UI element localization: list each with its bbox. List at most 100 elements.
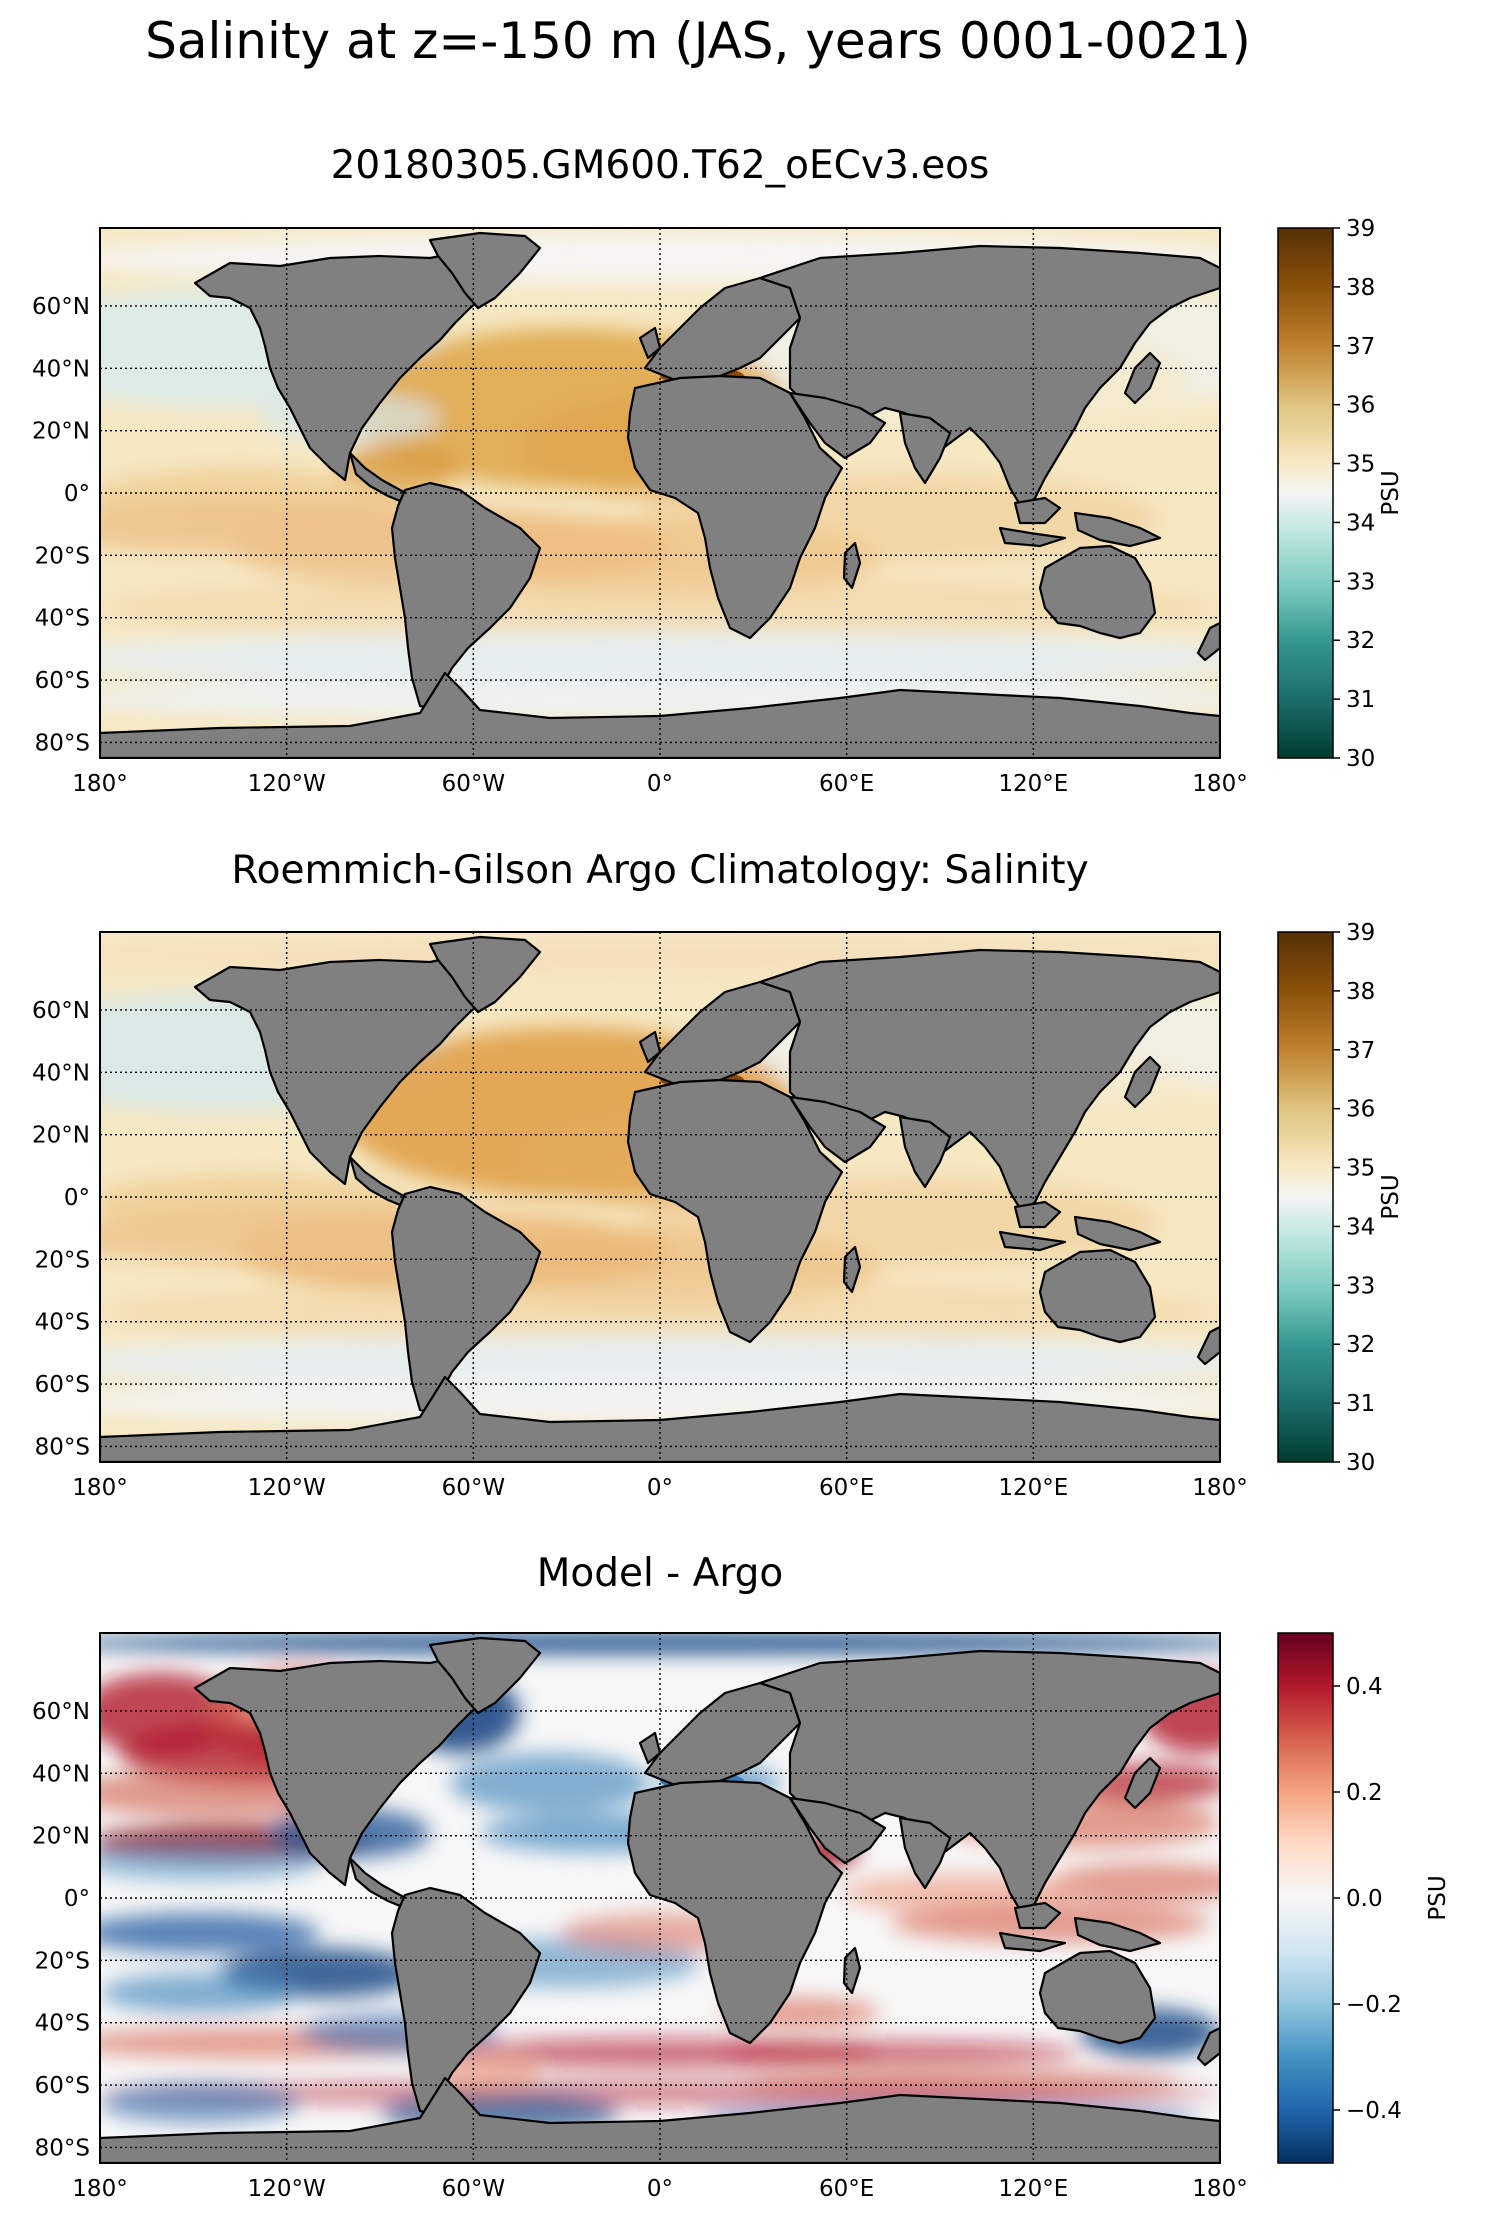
panel-model-minus-argo: Model - Argo 180° 120°W 60°W 0° 60°E 120°E 180… [32, 1551, 1451, 2202]
map-frame [99, 1632, 1221, 2164]
colorbar-tick-label: 31 [1346, 1391, 1375, 1417]
map-area: 180° 120°W 60°W 0° 60°E 120°E 180° 60°N 40°N 20°N… [32, 931, 1248, 1501]
colorbar-tick-label: 38 [1346, 979, 1375, 1005]
gridlines [100, 228, 1220, 758]
panel-argo-salinity: Roemmich-Gilson Argo Climatology: Salini… [32, 848, 1404, 1501]
lon-tick-label: 180° [1192, 771, 1247, 797]
colorbar-label: PSU [1378, 1174, 1404, 1219]
lat-tick-label: 20°S [35, 1247, 90, 1273]
lat-tick-label: 0° [64, 1886, 90, 1912]
colorbar-tick-label: 31 [1346, 687, 1375, 713]
lat-tick-label: 20°N [32, 1123, 90, 1149]
lon-tick-label: 180° [72, 2176, 127, 2202]
colorbar-label: PSU [1378, 470, 1404, 515]
lat-tick-label: 0° [64, 1185, 90, 1211]
colorbar-tick-label: 37 [1346, 334, 1375, 360]
colorbar-tick-label: 35 [1346, 452, 1375, 478]
colorbar-tick-label: 34 [1346, 510, 1375, 536]
lon-tick-label: 120°E [998, 771, 1068, 797]
field-anomaly [100, 1913, 320, 1953]
colorbar-tick-label: 0.0 [1346, 1886, 1383, 1912]
lat-tick-label: 20°N [32, 1824, 90, 1850]
colorbar-tick-label: 36 [1346, 1097, 1375, 1123]
colorbar: 30 31 32 33 34 35 36 37 38 39 PSU [1277, 216, 1404, 772]
field-anomaly [1050, 1863, 1220, 1903]
field-anomaly [720, 2041, 1080, 2065]
lat-tick-label: 40°N [32, 1761, 90, 1787]
lat-tick-label: 60°N [32, 998, 90, 1024]
lat-tick-label: 0° [64, 481, 90, 507]
colorbar-gradient [1277, 1632, 1334, 2164]
colorbar-gradient [1277, 227, 1334, 759]
colorbar-tick-label: 35 [1346, 1156, 1375, 1182]
lon-tick-label: 60°E [819, 771, 874, 797]
colorbar-tick-label: −0.2 [1346, 1992, 1402, 2018]
colorbar-tick-label: 30 [1346, 1450, 1375, 1476]
lon-tick-label: 120°E [998, 1475, 1068, 1501]
colorbar-tick-label: 0.4 [1346, 1674, 1383, 1700]
lon-tick-label: 60°W [442, 771, 506, 797]
lon-tick-label: 60°W [442, 2176, 506, 2202]
panel-model-salinity: 20180305.GM600.T62_oECv3.eos 180° 120°W 60… [32, 143, 1404, 797]
lon-tick-label: 0° [647, 771, 673, 797]
lon-tick-label: 180° [1192, 1475, 1247, 1501]
map-area: 180° 120°W 60°W 0° 60°E 120°E 180° 60°N 40°N 20°N… [32, 1632, 1248, 2202]
field-anomaly [100, 1845, 320, 1881]
map-frame [99, 227, 1221, 759]
colorbar-tick-label: 39 [1346, 920, 1375, 946]
lon-tick-label: 180° [1192, 2176, 1247, 2202]
gridlines [100, 1633, 1220, 2163]
colorbar-tick-label: 36 [1346, 393, 1375, 419]
colorbar-gradient [1277, 931, 1334, 1463]
colorbar-tick-label: 33 [1346, 569, 1375, 595]
colorbar-tick-label: 34 [1346, 1214, 1375, 1240]
lat-tick-label: 20°S [35, 1948, 90, 1974]
colorbar-tick-label: 32 [1346, 1332, 1375, 1358]
lat-tick-label: 20°S [35, 543, 90, 569]
field-anomaly [100, 2083, 300, 2123]
panel-title: 20180305.GM600.T62_oECv3.eos [331, 143, 990, 188]
lon-tick-label: 120°W [248, 1475, 326, 1501]
gridlines [100, 932, 1220, 1462]
lon-tick-label: 180° [72, 1475, 127, 1501]
colorbar-tick-label: 0.2 [1346, 1780, 1383, 1806]
colorbar-tick-label: 32 [1346, 628, 1375, 654]
panel-title: Roemmich-Gilson Argo Climatology: Salini… [231, 848, 1088, 893]
lat-tick-label: 40°S [35, 606, 90, 632]
lat-tick-label: 40°S [35, 2011, 90, 2037]
lat-tick-label: 20°N [32, 419, 90, 445]
colorbar-label: PSU [1425, 1875, 1451, 1920]
field-anomaly [100, 1973, 300, 2013]
lon-tick-label: 60°E [819, 2176, 874, 2202]
lat-tick-label: 40°N [32, 356, 90, 382]
lat-tick-label: 40°S [35, 1310, 90, 1336]
map-area: 180° 120°W 60°W 0° 60°E 120°E 180° 60°N 40°N 20°N… [32, 227, 1248, 797]
lat-tick-label: 60°S [35, 668, 90, 694]
colorbar-tick-label: 38 [1346, 275, 1375, 301]
colorbar: 30 31 32 33 34 35 36 37 38 39 PSU [1277, 920, 1404, 1476]
lat-tick-label: 60°S [35, 2073, 90, 2099]
lat-tick-label: 60°N [32, 294, 90, 320]
colorbar-tick-label: 37 [1346, 1038, 1375, 1064]
lon-tick-label: 0° [647, 1475, 673, 1501]
field-anomaly [450, 1753, 650, 1813]
lat-tick-label: 60°N [32, 1699, 90, 1725]
map-frame [99, 931, 1221, 1463]
colorbar-tick-label: 39 [1346, 216, 1375, 242]
lat-tick-label: 80°S [35, 1434, 90, 1460]
lat-tick-label: 60°S [35, 1372, 90, 1398]
lat-tick-label: 40°N [32, 1060, 90, 1086]
lon-tick-label: 180° [72, 771, 127, 797]
colorbar-tick-label: 33 [1346, 1273, 1375, 1299]
colorbar-tick-label: 30 [1346, 746, 1375, 772]
lon-tick-label: 0° [647, 2176, 673, 2202]
lat-tick-label: 80°S [35, 730, 90, 756]
panel-title: Model - Argo [537, 1551, 784, 1596]
figure-title: Salinity at z=-150 m (JAS, years 0001-00… [145, 12, 1251, 70]
lon-tick-label: 120°W [248, 771, 326, 797]
lon-tick-label: 120°W [248, 2176, 326, 2202]
colorbar: −0.4 −0.2 0.0 0.2 0.4 PSU [1277, 1632, 1451, 2164]
lat-tick-label: 80°S [35, 2135, 90, 2161]
lon-tick-label: 60°W [442, 1475, 506, 1501]
